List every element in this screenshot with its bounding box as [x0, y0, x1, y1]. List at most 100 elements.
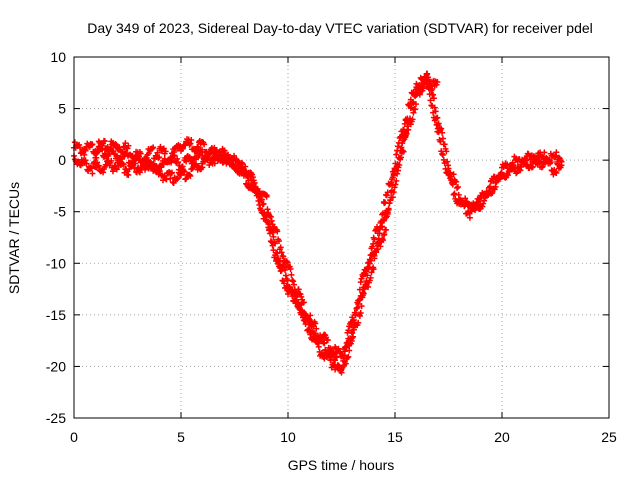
data-point [277, 244, 284, 251]
data-point [255, 198, 262, 205]
data-points [71, 70, 565, 376]
y-tick-label: 0 [58, 152, 66, 168]
data-point [390, 170, 397, 177]
data-point [99, 146, 106, 153]
data-point [242, 168, 249, 175]
data-point [364, 265, 371, 272]
data-point [269, 242, 276, 249]
data-point [76, 141, 83, 148]
series-band-a [71, 70, 565, 376]
data-point [368, 269, 375, 276]
data-point [427, 97, 434, 104]
data-point [547, 159, 554, 166]
data-point [155, 171, 162, 178]
data-point [100, 169, 107, 176]
data-point [213, 148, 220, 155]
data-point [307, 312, 314, 319]
data-point [419, 76, 426, 83]
data-point [373, 249, 380, 256]
data-point [365, 259, 372, 266]
data-point [370, 266, 377, 273]
data-point [534, 154, 541, 161]
x-tick-label: 0 [70, 429, 78, 445]
data-point [272, 252, 279, 259]
x-axis-label: GPS time / hours [288, 457, 395, 473]
y-tick-label: -20 [46, 358, 66, 374]
data-point [370, 240, 377, 247]
data-point [232, 165, 239, 172]
data-point [367, 252, 374, 259]
data-point [195, 144, 202, 151]
x-tick-label: 5 [177, 429, 185, 445]
data-point [258, 197, 265, 204]
data-point [352, 311, 359, 318]
data-point [392, 181, 399, 188]
data-point [142, 166, 149, 173]
data-point [385, 206, 392, 213]
data-point [424, 70, 431, 77]
data-point [463, 198, 470, 205]
data-point [466, 214, 473, 221]
data-point [401, 120, 408, 127]
data-point [380, 210, 387, 217]
data-point [396, 161, 403, 168]
data-point [451, 190, 458, 197]
data-point [270, 233, 277, 240]
data-point [82, 147, 89, 154]
data-point [327, 357, 334, 364]
data-point [306, 327, 313, 334]
data-point [340, 353, 347, 360]
data-point [342, 360, 349, 367]
data-point [430, 109, 437, 116]
data-point [198, 146, 205, 153]
data-point [470, 200, 477, 207]
data-point [293, 300, 300, 307]
data-point [429, 85, 436, 92]
data-point [541, 149, 548, 156]
data-point [441, 141, 448, 148]
data-point [267, 230, 274, 237]
data-point [453, 178, 460, 185]
data-point [349, 334, 356, 341]
data-point [287, 265, 294, 272]
data-point [150, 160, 157, 167]
data-point [187, 140, 194, 147]
data-point [517, 167, 524, 174]
data-point [278, 249, 285, 256]
data-point [181, 168, 188, 175]
data-point [175, 159, 182, 166]
data-point [239, 161, 246, 168]
data-point [480, 200, 487, 207]
axis-ticks: 0 5 10 15 20 25 -25 -20 -15 -10 -5 0 5 10 [46, 49, 617, 445]
data-point [162, 148, 169, 155]
data-point [356, 313, 363, 320]
data-point [509, 159, 516, 166]
chart-title: Day 349 of 2023, Sidereal Day-to-day VTE… [87, 20, 593, 36]
data-point [445, 171, 452, 178]
data-point [285, 291, 291, 298]
data-point [175, 174, 182, 181]
data-point [432, 115, 439, 122]
data-point [412, 106, 419, 113]
data-point [328, 347, 335, 354]
data-point [384, 211, 391, 218]
y-tick-label: -15 [46, 307, 66, 323]
data-point [333, 354, 340, 361]
data-point [383, 192, 390, 199]
data-point [391, 184, 398, 191]
data-point [312, 320, 319, 327]
y-tick-label: -25 [46, 410, 66, 426]
data-point [388, 179, 395, 186]
data-point [179, 145, 186, 152]
data-point [410, 109, 417, 116]
data-point [448, 177, 455, 184]
plot-frame [73, 56, 610, 419]
data-point [406, 100, 413, 107]
data-point [233, 157, 240, 164]
data-point [435, 129, 442, 136]
data-point [88, 142, 95, 149]
y-tick-label: -10 [46, 255, 66, 271]
x-tick-label: 25 [601, 429, 617, 445]
data-point [440, 156, 447, 163]
